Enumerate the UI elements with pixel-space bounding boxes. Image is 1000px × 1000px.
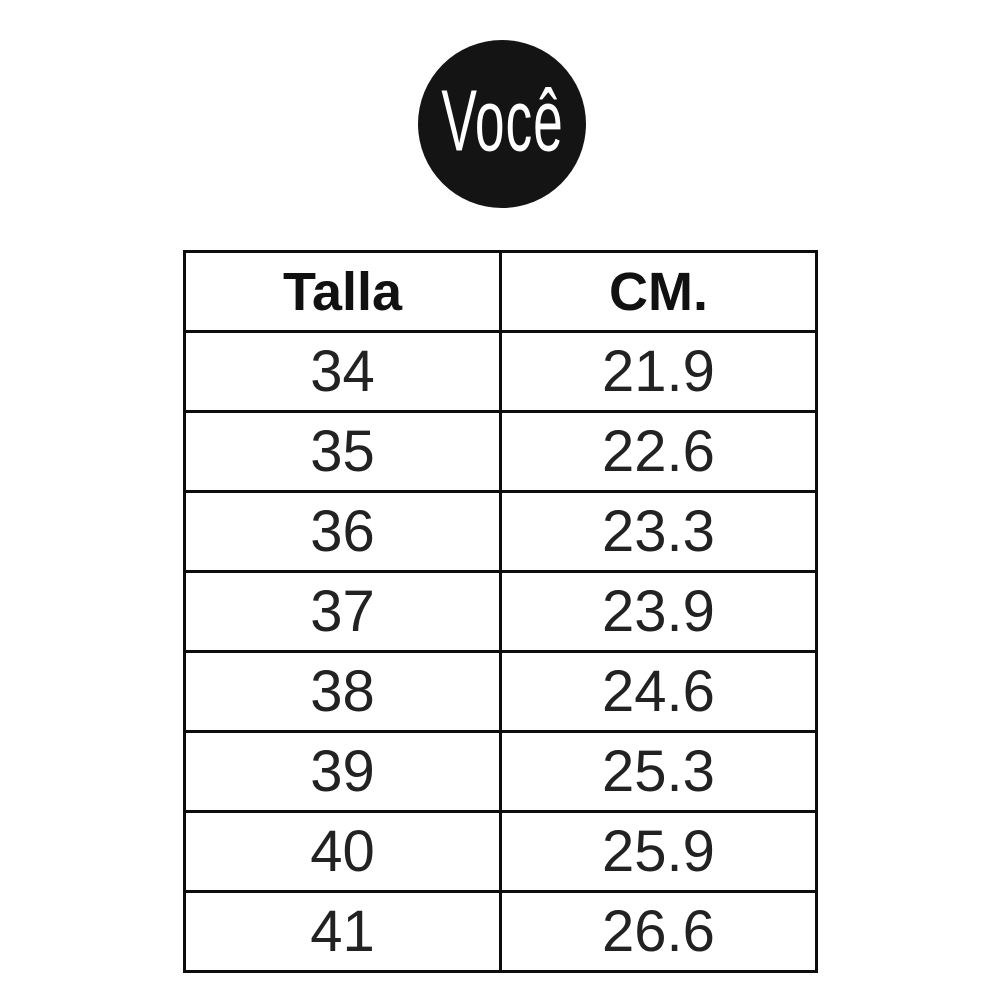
size-cell: 41 bbox=[183, 890, 502, 973]
cm-cell: 24.6 bbox=[499, 650, 818, 733]
cm-cell: 22.6 bbox=[499, 410, 818, 493]
table-row: 40 25.9 bbox=[183, 810, 818, 893]
cm-cell: 26.6 bbox=[499, 890, 818, 973]
table-row: 37 23.9 bbox=[183, 570, 818, 653]
header-talla: Talla bbox=[183, 250, 502, 333]
table-row: 36 23.3 bbox=[183, 490, 818, 573]
brand-logo-text: Você bbox=[440, 72, 564, 170]
size-cell: 40 bbox=[183, 810, 502, 893]
cm-cell: 25.3 bbox=[499, 730, 818, 813]
table-row: 34 21.9 bbox=[183, 330, 818, 413]
header-row: Talla CM. bbox=[183, 250, 818, 333]
cm-cell: 23.9 bbox=[499, 570, 818, 653]
brand-logo: Você bbox=[418, 40, 586, 208]
table-row: 35 22.6 bbox=[183, 410, 818, 493]
header-cm: CM. bbox=[499, 250, 818, 333]
size-cell: 35 bbox=[183, 410, 502, 493]
table-row: 39 25.3 bbox=[183, 730, 818, 813]
cm-cell: 21.9 bbox=[499, 330, 818, 413]
size-cell: 36 bbox=[183, 490, 502, 573]
size-cell: 38 bbox=[183, 650, 502, 733]
size-cell: 39 bbox=[183, 730, 502, 813]
size-table-header: Talla CM. bbox=[183, 250, 818, 333]
cm-cell: 23.3 bbox=[499, 490, 818, 573]
table-row: 41 26.6 bbox=[183, 890, 818, 973]
size-table-body: 34 21.9 35 22.6 36 23.3 37 23.9 38 24.6 39 25.3 40 25… bbox=[183, 330, 818, 973]
size-chart-table: Talla CM. 34 21.9 35 22.6 36 23.3 37 23.9 38 24.6… bbox=[183, 250, 818, 973]
size-cell: 34 bbox=[183, 330, 502, 413]
size-cell: 37 bbox=[183, 570, 502, 653]
cm-cell: 25.9 bbox=[499, 810, 818, 893]
table-row: 38 24.6 bbox=[183, 650, 818, 733]
